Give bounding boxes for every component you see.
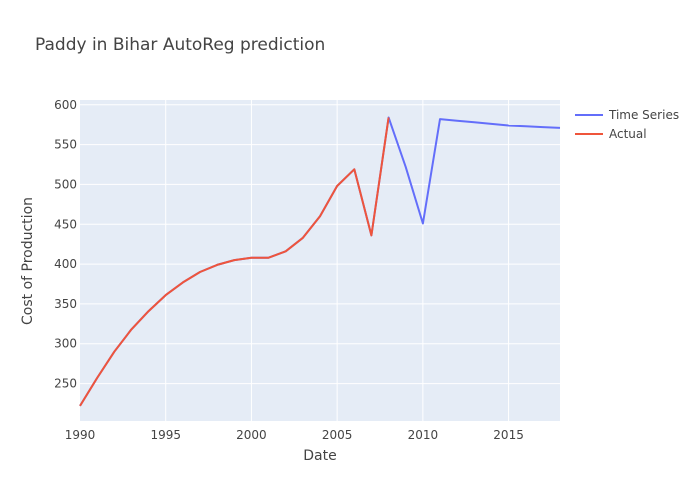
y-tick-label: 250	[54, 377, 77, 391]
y-tick-label: 500	[54, 177, 77, 191]
chart-title: Paddy in Bihar AutoReg prediction	[35, 35, 325, 55]
y-tick-label: 400	[54, 257, 77, 271]
y-tick-label: 300	[54, 337, 77, 351]
x-axis-ticks: 1990 1995 2000 2005 2010 2015	[65, 428, 524, 442]
x-tick-label: 2000	[236, 428, 267, 442]
grid	[80, 100, 560, 421]
y-axis-ticks: 250 300 350 400 450 500 550 600	[54, 98, 77, 391]
x-tick-label: 2005	[322, 428, 353, 442]
x-tick-label: 1990	[65, 428, 96, 442]
y-tick-label: 350	[54, 297, 77, 311]
x-axis-title: Date	[303, 448, 336, 464]
legend-label: Actual	[609, 127, 647, 141]
legend: Time Series Actual	[575, 108, 679, 141]
series-layer	[79, 116, 561, 407]
x-tick-label: 2015	[493, 428, 524, 442]
y-axis-title: Cost of Production	[20, 197, 36, 325]
y-tick-label: 550	[54, 138, 77, 152]
x-tick-label: 2010	[408, 428, 439, 442]
legend-label: Time Series	[608, 108, 679, 122]
x-tick-label: 1995	[150, 428, 181, 442]
y-tick-label: 450	[54, 217, 77, 231]
plot-area	[80, 100, 560, 421]
series-line-actual	[79, 117, 390, 407]
y-tick-label: 600	[54, 98, 77, 112]
